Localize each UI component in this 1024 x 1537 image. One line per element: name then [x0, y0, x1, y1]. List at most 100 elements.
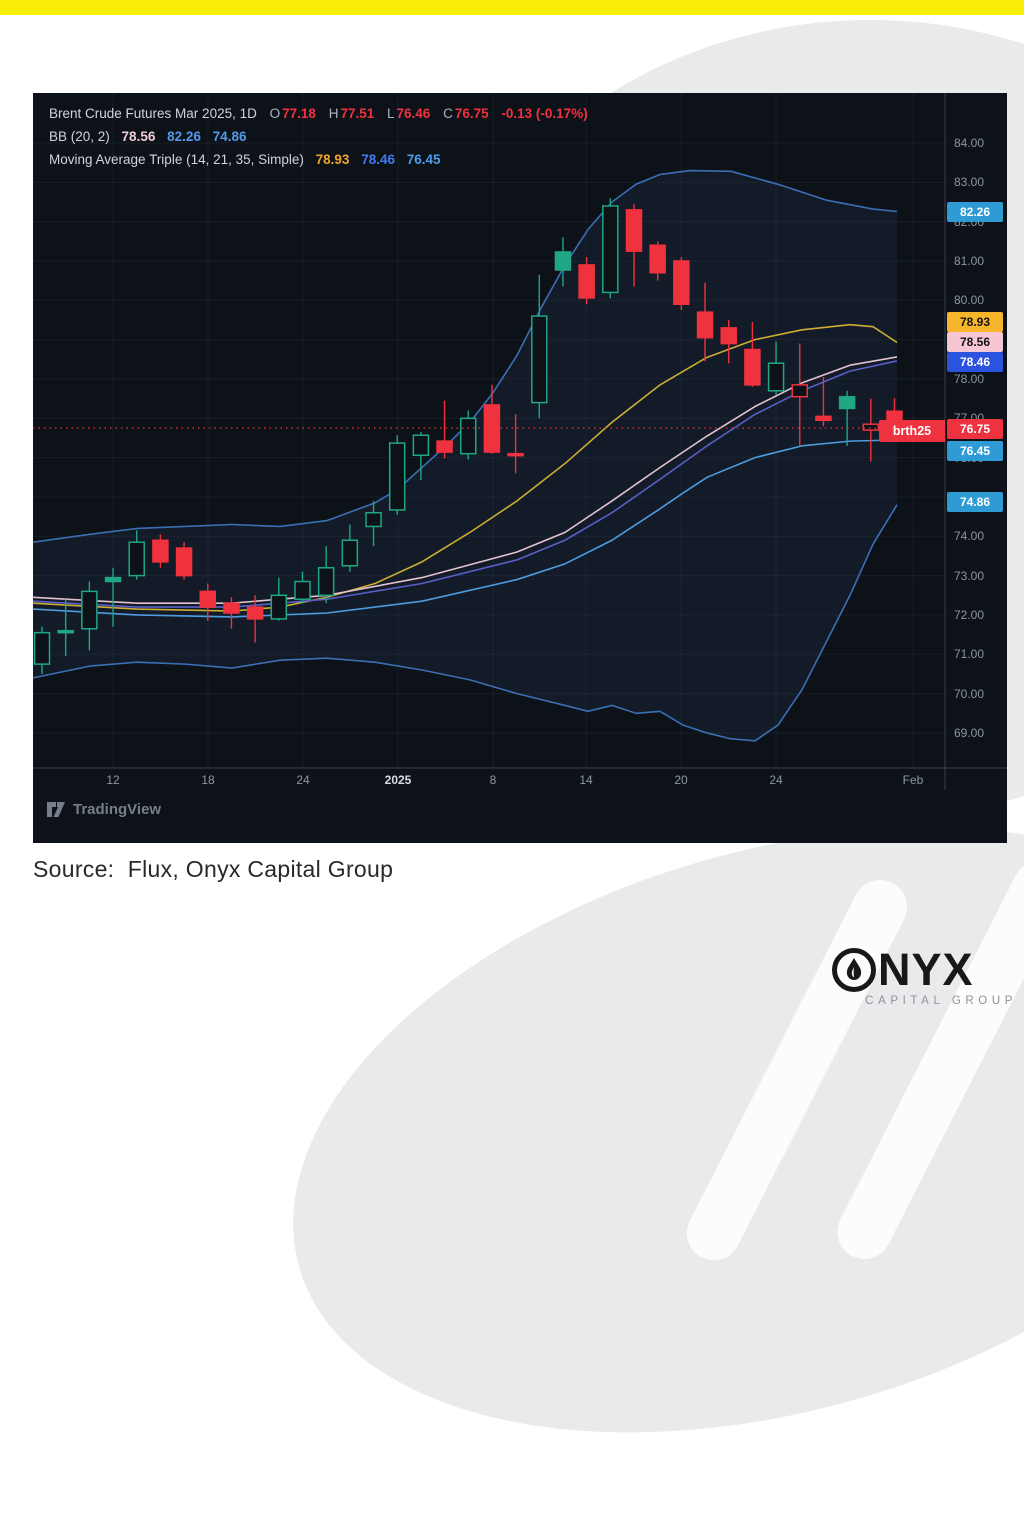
candle-body: [625, 209, 643, 252]
price-badge-78.56: 78.56: [947, 332, 1003, 352]
candle-body: [436, 440, 453, 453]
price-badge-82.26: 82.26: [947, 202, 1003, 222]
high-value: 77.51: [340, 106, 375, 121]
candle-body: [673, 260, 690, 306]
price-tick-label: 71.00: [954, 647, 985, 662]
candlestick-plot: [33, 93, 1007, 790]
candle-body: [838, 395, 856, 410]
candle-body: [388, 442, 406, 511]
candle-body: [720, 327, 737, 345]
onyx-logo: NYX CAPITAL GROUP: [832, 944, 1017, 1007]
candle-body: [412, 434, 430, 457]
candle-body: [815, 415, 832, 422]
symbol-title: Brent Crude Futures Mar 2025, 1D: [49, 106, 257, 121]
price-tick-label: 69.00: [954, 725, 985, 740]
tradingview-attribution[interactable]: TradingView: [47, 801, 161, 818]
bb-basis-value: 78.56: [121, 129, 156, 144]
price-badge-78.46: 78.46: [947, 352, 1003, 372]
price-tick-label: 83.00: [954, 175, 985, 190]
ma-indicator-name: Moving Average Triple (14, 21, 35, Simpl…: [49, 152, 304, 167]
tradingview-label: TradingView: [73, 801, 162, 818]
candle-body: [531, 315, 548, 404]
time-tick-label: 18: [201, 773, 215, 787]
candle-body: [791, 384, 809, 398]
legend-symbol-row[interactable]: Brent Crude Futures Mar 2025, 1D O 77.18 …: [49, 106, 588, 121]
candle-body: [483, 404, 501, 453]
time-tick-label: 12: [106, 773, 120, 787]
ma35-line: [33, 439, 898, 618]
tradingview-chart-panel: Brent Crude Futures Mar 2025, 1D O 77.18 …: [33, 93, 1007, 843]
price-badge-76.75: 76.75: [947, 419, 1003, 439]
onyx-ring: [832, 948, 876, 992]
legend-bb-row[interactable]: BB (20, 2) 78.56 82.26 74.86: [49, 125, 588, 148]
candle-body: [602, 205, 619, 294]
candle-body: [152, 539, 169, 563]
onyx-subtitle: CAPITAL GROUP: [865, 995, 1017, 1007]
legend-ma-row[interactable]: Moving Average Triple (14, 21, 35, Simpl…: [49, 148, 588, 171]
price-tick-label: 73.00: [954, 568, 985, 583]
candle-body: [223, 602, 240, 614]
source-text: Flux, Onyx Capital Group: [127, 856, 394, 882]
candle-body: [744, 348, 761, 386]
bb-upper-value: 82.26: [167, 129, 201, 144]
price-tick-label: 72.00: [954, 607, 985, 622]
price-tick-label: 81.00: [954, 253, 985, 268]
candle-body: [33, 631, 51, 665]
open-value: 77.18: [282, 106, 316, 121]
candle-body: [294, 580, 311, 600]
time-tick-label: Feb: [902, 773, 924, 787]
close-value: 76.75: [454, 106, 489, 121]
candle-body: [270, 594, 288, 620]
bb-upper-line: [33, 169, 898, 543]
candle-body: [57, 629, 74, 634]
candle-body: [507, 452, 524, 457]
candle-body: [128, 541, 145, 577]
candle-body: [246, 606, 264, 620]
ma35-value: 76.45: [406, 152, 441, 167]
price-tick-label: 84.00: [954, 136, 985, 150]
candle-body: [578, 264, 595, 299]
candle-body: [696, 311, 714, 339]
candle-body: [767, 362, 785, 392]
candle-body: [862, 423, 880, 431]
price-tick-label: 74.00: [954, 529, 985, 544]
time-tick-label: 8: [489, 773, 497, 787]
candle-body: [649, 244, 666, 274]
candle-body: [341, 539, 359, 567]
price-tick-label: 80.00: [954, 293, 985, 308]
time-tick-label: 14: [579, 773, 593, 787]
bb-lower-line: [33, 504, 898, 742]
ma21-value: 78.46: [361, 152, 396, 167]
candle-body: [104, 576, 122, 583]
candle-body: [365, 511, 382, 528]
price-badge-74.86: 74.86: [947, 492, 1003, 512]
time-tick-label: 20: [674, 773, 688, 787]
top-accent-bar: [0, 0, 1024, 15]
time-tick-label: 24: [769, 773, 783, 787]
tradingview-icon: [47, 802, 65, 817]
low-value: 76.46: [396, 106, 431, 121]
candle-body: [81, 590, 98, 630]
source-line: Source: Flux, Onyx Capital Group: [33, 856, 393, 883]
candle-body: [199, 590, 217, 608]
bollinger-band-fill: [33, 170, 897, 741]
candle-body: [317, 567, 335, 597]
ma14-value: 78.93: [315, 152, 350, 167]
time-tick-label: 2025: [384, 773, 412, 787]
flame-icon: [846, 958, 862, 980]
price-tick-label: 70.00: [954, 686, 985, 701]
price-badge-76.45: 76.45: [947, 441, 1003, 461]
onyx-wordmark: NYX: [878, 944, 974, 995]
time-tick-label: 24: [296, 773, 310, 787]
bb-lower-value: 74.86: [212, 129, 247, 144]
candle-body: [459, 417, 477, 455]
candle-body: [175, 547, 193, 577]
chart-legend: Brent Crude Futures Mar 2025, 1D O 77.18 …: [49, 102, 588, 171]
price-line-tag: brth25: [879, 420, 945, 442]
price-tick-label: 78.00: [954, 371, 985, 386]
price-badge-78.93: 78.93: [947, 312, 1003, 332]
source-prefix: Source:: [33, 856, 115, 882]
bb-indicator-name: BB (20, 2): [49, 129, 110, 144]
change-value: -0.13 (-0.17%): [501, 106, 588, 121]
